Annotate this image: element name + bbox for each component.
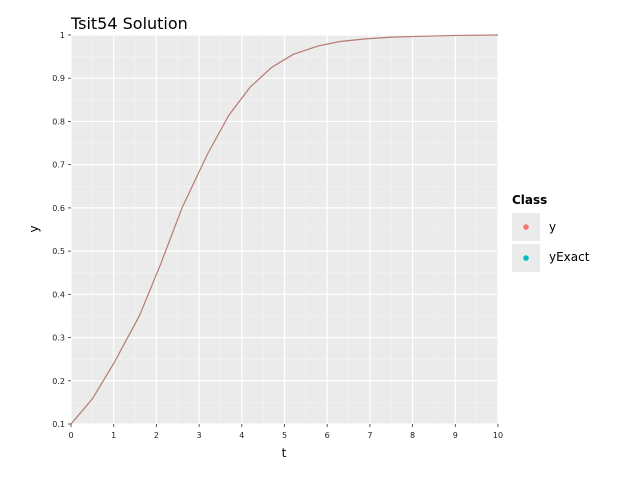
x-tick-label: 7 bbox=[367, 431, 372, 440]
y-tick-label: 0.2 bbox=[52, 377, 65, 386]
series-layer bbox=[70, 34, 499, 425]
y-tick-label: 0.3 bbox=[52, 334, 65, 343]
y-tick-label: 1 bbox=[60, 31, 65, 40]
legend-item-yexact: yExact bbox=[512, 244, 590, 272]
x-tick-label: 10 bbox=[493, 431, 503, 440]
legend-title: Class bbox=[512, 193, 547, 207]
y-tick-label: 0.5 bbox=[52, 247, 65, 256]
legend-item-y: y bbox=[512, 213, 556, 241]
x-tick-label: 0 bbox=[68, 431, 73, 440]
legend-label-yexact: yExact bbox=[549, 250, 590, 264]
x-tick-label: 1 bbox=[111, 431, 116, 440]
legend-marker-yexact bbox=[523, 255, 529, 261]
grid bbox=[70, 34, 499, 425]
y-tick-label: 0.8 bbox=[52, 117, 65, 126]
x-tick-label: 9 bbox=[453, 431, 458, 440]
chart-title: Tsit54 Solution bbox=[70, 14, 188, 33]
series-line-y bbox=[70, 34, 499, 425]
legend: Class y yExact bbox=[512, 193, 590, 272]
x-tick-label: 3 bbox=[197, 431, 202, 440]
x-tick-label: 2 bbox=[154, 431, 159, 440]
legend-marker-y bbox=[523, 224, 529, 230]
y-tick-label: 0.4 bbox=[52, 290, 65, 299]
x-axis-ticks: 0 1 2 3 4 5 6 7 8 9 10 bbox=[68, 424, 503, 440]
y-axis-ticks: 0.1 0.2 0.3 0.4 0.5 0.6 0.7 0.8 0.9 1 bbox=[52, 31, 71, 429]
y-tick-label: 0.9 bbox=[52, 74, 65, 83]
x-axis-label: t bbox=[282, 446, 287, 460]
x-tick-label: 5 bbox=[282, 431, 287, 440]
legend-label-y: y bbox=[549, 220, 556, 234]
y-tick-label: 0.7 bbox=[52, 161, 65, 170]
x-tick-label: 8 bbox=[410, 431, 415, 440]
y-tick-label: 0.6 bbox=[52, 204, 65, 213]
x-tick-label: 4 bbox=[239, 431, 244, 440]
y-tick-label: 0.1 bbox=[52, 420, 65, 429]
x-tick-label: 6 bbox=[325, 431, 330, 440]
y-axis-label: y bbox=[27, 225, 41, 232]
